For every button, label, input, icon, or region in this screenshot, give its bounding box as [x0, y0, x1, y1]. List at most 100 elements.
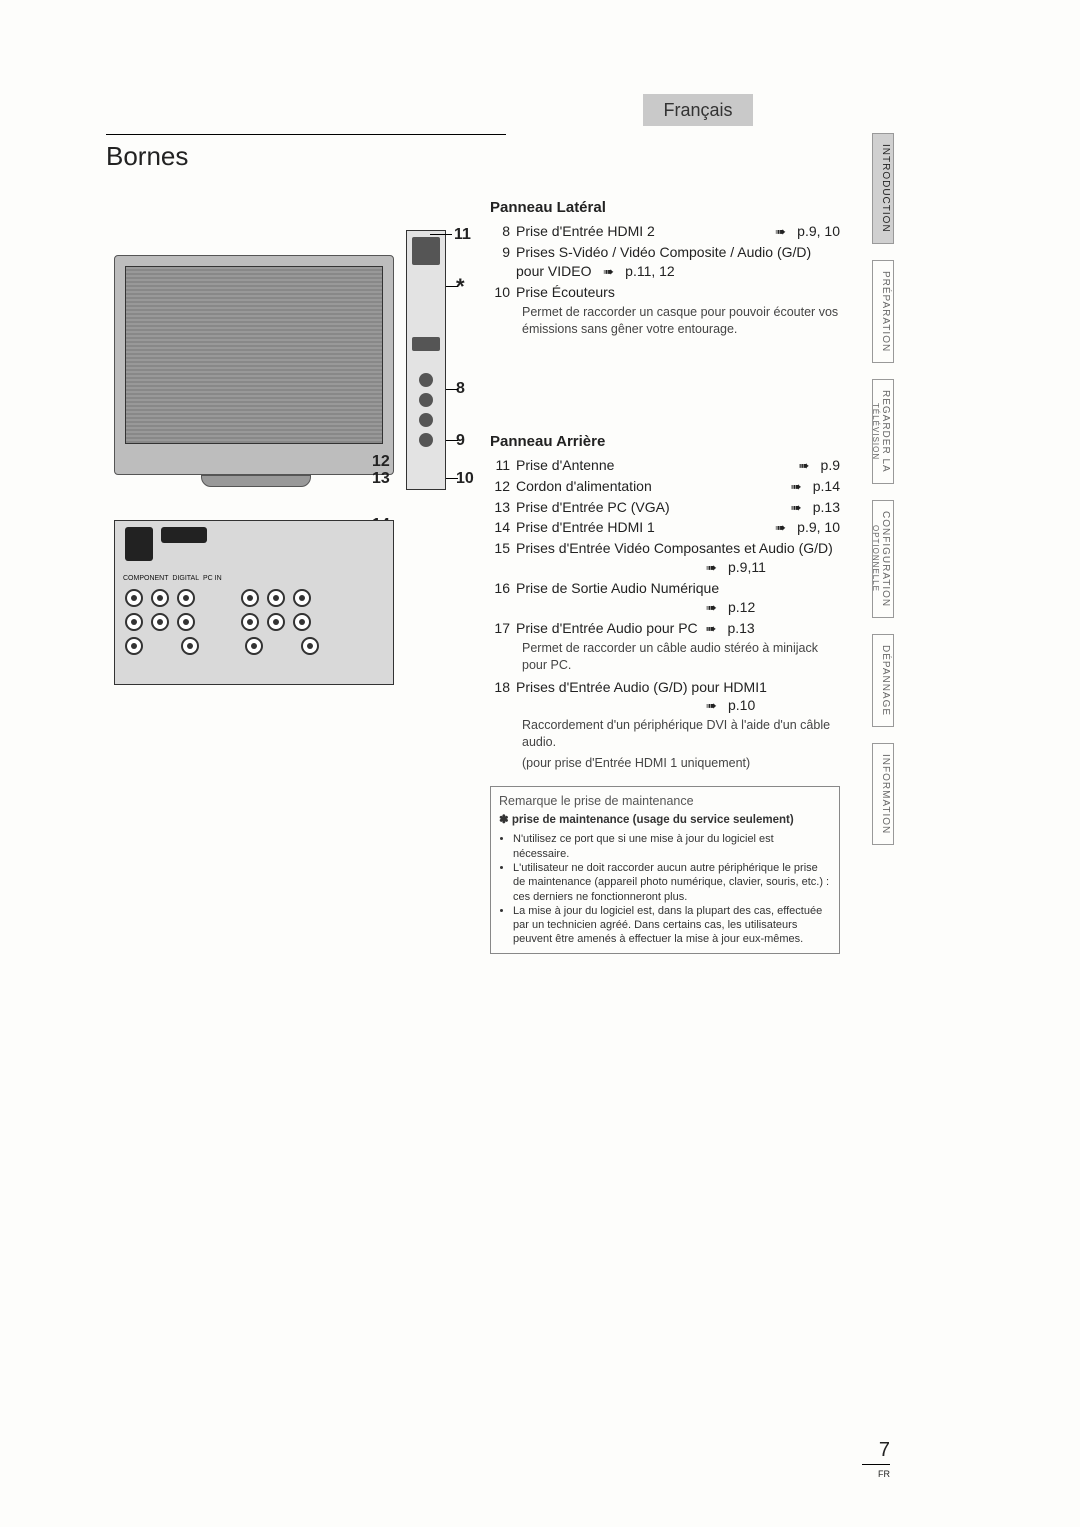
item-number: 14: [490, 518, 516, 537]
list-item: 10 Prise Écouteurs: [490, 283, 840, 302]
ref-text: p.9, 10: [797, 519, 840, 535]
remark-title: Remarque le prise de maintenance: [499, 793, 831, 810]
port-svideo: [419, 373, 433, 387]
diagram-label-11: 11: [454, 226, 471, 244]
item-note: Raccordement d'un périphérique DVI à l'a…: [490, 717, 840, 751]
item-ref: p.14: [783, 477, 840, 496]
item-number: 17: [490, 619, 516, 638]
tab-introduction[interactable]: INTRODUCTION: [872, 134, 894, 243]
item-label: Prises d'Entrée Audio (G/D) pour HDMI1 p…: [516, 678, 840, 716]
tab-depannage[interactable]: DÉPANNAGE: [872, 635, 894, 726]
remark-box: Remarque le prise de maintenance ✽ prise…: [490, 786, 840, 954]
back-labels: COMPONENT DIGITAL PC IN: [123, 575, 222, 582]
ref-text: p.13: [813, 499, 840, 515]
rear-panel-heading: Panneau Arrière: [490, 432, 840, 452]
section-title: Bornes: [106, 134, 506, 172]
list-item: 18 Prises d'Entrée Audio (G/D) pour HDMI…: [490, 678, 840, 716]
arrow-icon: [705, 619, 727, 638]
arrow-icon: [791, 477, 813, 496]
tab-label: INFORMATION: [880, 754, 891, 834]
item-label: Prise de Sortie Audio Numérique p.12: [516, 579, 840, 617]
arrow-icon: [603, 262, 625, 281]
item-ref: p.9, 10: [767, 518, 840, 537]
item-label: Cordon d'alimentation: [516, 477, 783, 496]
arrow-icon: [775, 518, 797, 537]
ref-text: p.9, 10: [797, 223, 840, 239]
ref-text: p.9: [821, 457, 840, 473]
tab-preparation[interactable]: PRÉPARATION: [872, 261, 894, 362]
language-tab: Français: [643, 94, 753, 126]
tab-sublabel: TÉLÉVISION: [871, 390, 880, 473]
jack: [177, 613, 195, 631]
item-number: 9: [490, 243, 516, 281]
jack: [267, 589, 285, 607]
jack: [125, 589, 143, 607]
item-ref: p.9: [791, 456, 840, 475]
diagram-label-12: 12: [372, 453, 390, 471]
item-label-text: Prises d'Entrée Audio (G/D) pour HDMI1: [516, 679, 767, 695]
item-number: 8: [490, 222, 516, 241]
list-item: 12 Cordon d'alimentation p.14: [490, 477, 840, 496]
port-pcin: [125, 527, 153, 561]
item-ref: p.13: [783, 498, 840, 517]
leader: [446, 286, 458, 287]
tv-screen: [125, 266, 383, 444]
ref-text: p.10: [728, 697, 755, 713]
tab-label: DÉPANNAGE: [880, 645, 891, 716]
remark-bullet: L'utilisateur ne doit raccorder aucun au…: [513, 861, 831, 904]
item-number: 11: [490, 456, 516, 475]
side-tabs: INTRODUCTION PRÉPARATION REGARDER LATÉLÉ…: [872, 134, 894, 844]
remark-bullet: La mise à jour du logiciel est, dans la …: [513, 904, 831, 947]
list-item: 17 Prise d'Entrée Audio pour PC p.13: [490, 619, 840, 638]
arrow-icon: [706, 598, 728, 617]
tv-body: [114, 255, 394, 475]
jack: [301, 637, 319, 655]
arrow-icon: [706, 696, 728, 715]
item-number: 15: [490, 539, 516, 577]
item-note: Permet de raccorder un câble audio stéré…: [490, 640, 840, 674]
right-column: Panneau Latéral 8 Prise d'Entrée HDMI 2 …: [490, 198, 840, 954]
jack: [245, 637, 263, 655]
tab-label: CONFIGURATION: [880, 511, 891, 607]
arrow-icon: [791, 498, 813, 517]
tab-regarder[interactable]: REGARDER LATÉLÉVISION: [872, 380, 894, 483]
leader: [446, 440, 458, 441]
item-number: 18: [490, 678, 516, 716]
page-number: 7: [862, 1439, 890, 1465]
list-item: 9 Prises S-Vidéo / Vidéo Composite / Aud…: [490, 243, 840, 281]
item-number: 16: [490, 579, 516, 617]
tab-sublabel: OPTIONNELLE: [871, 511, 880, 607]
jack: [181, 637, 199, 655]
ref-text: p.14: [813, 478, 840, 494]
leader: [446, 478, 458, 479]
item-label: Prise d'Entrée HDMI 2: [516, 222, 767, 241]
tab-configuration[interactable]: CONFIGURATIONOPTIONNELLE: [872, 501, 894, 617]
tv-back-plate: COMPONENT DIGITAL PC IN: [114, 520, 394, 685]
item-note: Permet de raccorder un casque pour pouvo…: [490, 304, 840, 338]
jack: [241, 613, 259, 631]
tab-information[interactable]: INFORMATION: [872, 744, 894, 844]
ref-text: p.13: [727, 620, 754, 636]
item-ref: p.9, 10: [767, 222, 840, 241]
item-label: Prise d'Entrée PC (VGA): [516, 498, 783, 517]
port-video: [419, 393, 433, 407]
item-note2: (pour prise d'Entrée HDMI 1 uniquement): [490, 755, 840, 772]
jack: [177, 589, 195, 607]
side-panel-heading: Panneau Latéral: [490, 198, 840, 218]
item-number: 12: [490, 477, 516, 496]
item-label: Prise d'Antenne: [516, 456, 791, 475]
arrow-icon: [706, 558, 728, 577]
tv-diagram: 11 * 8 12 13 9 14 10 15 16 17 18 COMPONE…: [106, 220, 466, 750]
diagram-label-10: 10: [456, 470, 474, 488]
leader: [446, 389, 458, 390]
list-item: 11 Prise d'Antenne p.9: [490, 456, 840, 475]
item-label-text: Prises d'Entrée Vidéo Composantes et Aud…: [516, 540, 833, 556]
diagram-label-13: 13: [372, 470, 390, 488]
item-label: Prises S-Vidéo / Vidéo Composite / Audio…: [516, 243, 840, 281]
list-item: 16 Prise de Sortie Audio Numérique p.12: [490, 579, 840, 617]
jack: [151, 613, 169, 631]
jack: [125, 637, 143, 655]
item-label-text: Prise d'Entrée Audio pour PC: [516, 620, 698, 636]
arrow-icon: [799, 456, 821, 475]
item-number: 13: [490, 498, 516, 517]
